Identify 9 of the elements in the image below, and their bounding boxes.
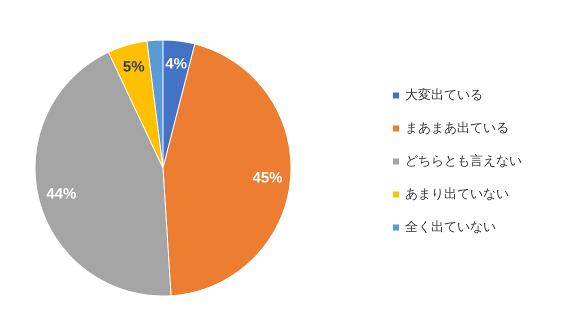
legend-label: 大変出ている bbox=[405, 87, 483, 103]
legend-label: 全く出ていない bbox=[405, 220, 496, 235]
data-label: 4% bbox=[165, 55, 187, 72]
data-label: 44% bbox=[46, 186, 76, 203]
data-label: 5% bbox=[122, 58, 145, 76]
legend-label: どちらとも言えない bbox=[405, 153, 522, 169]
legend-label: まあまあ出ている bbox=[405, 121, 509, 136]
legend-label: あまり出ていない bbox=[405, 187, 509, 202]
data-label: 45% bbox=[252, 169, 283, 186]
